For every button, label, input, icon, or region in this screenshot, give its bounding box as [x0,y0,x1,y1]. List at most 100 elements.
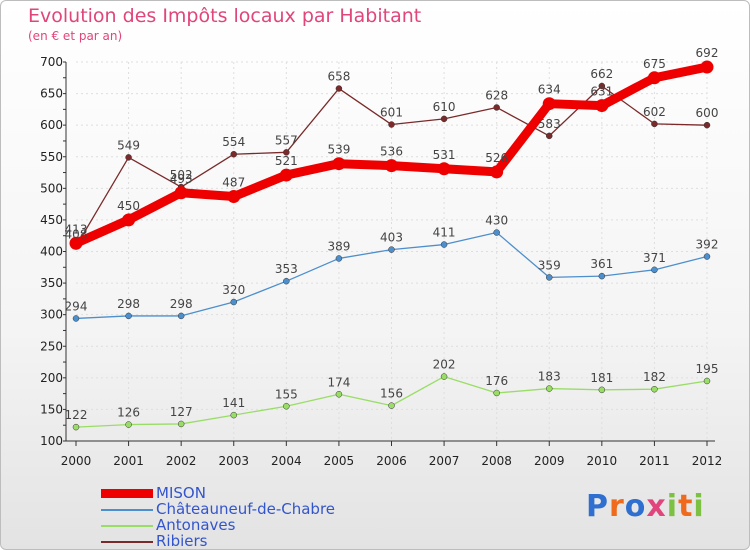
data-label-ribiers: 554 [222,135,245,149]
y-tick-label: 500 [40,181,63,195]
data-point-antonaves [125,421,132,428]
data-label-chateauneuf-de-chabre: 359 [538,258,561,272]
x-tick-label: 2003 [218,454,249,468]
y-tick-label: 350 [40,276,63,290]
data-point-mison [385,159,398,173]
data-label-mison: 526 [485,151,508,165]
y-tick-label: 100 [40,434,63,448]
y-tick-label: 250 [40,339,63,353]
logo-letter: x [646,489,667,524]
data-label-chateauneuf-de-chabre: 320 [222,283,245,297]
data-point-ribiers [651,120,658,128]
data-label-antonaves: 127 [170,405,193,419]
data-label-chateauneuf-de-chabre: 298 [117,297,140,311]
legend-label: Ribiers [156,532,208,550]
line-chart: 100 150 200 250 300 350 400 450 500 550 600 650 700 2… [40,46,723,468]
data-point-antonaves [230,411,237,419]
legend-label: Châteauneuf-de-Chabre [156,500,336,518]
data-label-antonaves: 122 [65,408,88,422]
data-point-mison [332,157,346,171]
y-tick-label: 700 [40,55,63,69]
data-label-ribiers: 549 [117,138,140,152]
data-point-antonaves [177,420,185,428]
data-label-ribiers: 628 [485,88,508,102]
y-tick-label: 400 [40,245,63,259]
data-label-chateauneuf-de-chabre: 411 [433,226,456,240]
data-label-ribiers: 557 [275,133,298,147]
y-tick-label: 650 [40,87,63,101]
x-tick-label: 2004 [271,454,302,468]
y-tick-label: 550 [40,150,63,164]
proxiti-logo: Proxiti [586,489,705,524]
data-label-antonaves: 176 [485,374,508,388]
data-label-antonaves: 182 [643,370,666,384]
data-point-chateauneuf-de-chabre [598,272,606,280]
legend: MISON Châteauneuf-de-Chabre Antonaves Ribie… [101,484,401,550]
x-tick-label: 2006 [376,454,407,468]
data-point-antonaves [72,423,80,431]
legend-swatch [101,541,153,543]
data-point-chateauneuf-de-chabre [177,312,185,320]
data-point-mison [69,236,83,250]
data-point-ribiers [388,121,395,128]
data-label-ribiers: 658 [327,70,350,84]
data-label-ribiers: 600 [696,106,719,120]
data-label-antonaves: 195 [696,362,719,376]
x-tick-label: 2008 [481,454,512,468]
data-label-ribiers: 610 [433,100,456,114]
data-point-chateauneuf-de-chabre [388,246,395,253]
data-point-ribiers [125,154,132,161]
data-label-ribiers: 602 [643,105,666,119]
data-point-antonaves [546,385,553,392]
data-point-chateauneuf-de-chabre [72,315,80,322]
data-label-chateauneuf-de-chabre: 298 [170,297,193,311]
data-label-ribiers: 408 [65,227,88,241]
data-point-antonaves [440,373,448,380]
data-label-ribiers: 502 [170,168,193,182]
data-point-mison [700,60,714,74]
data-label-chateauneuf-de-chabre: 361 [590,257,613,271]
x-tick-label: 2012 [692,454,723,468]
data-point-antonaves [388,402,395,409]
data-point-mison [437,162,451,176]
data-point-mison [227,190,241,204]
data-label-chateauneuf-de-chabre: 371 [643,251,666,265]
data-label-mison: 531 [433,148,456,162]
x-tick-label: 2005 [324,454,355,468]
data-label-mison: 634 [538,83,561,97]
data-label-chateauneuf-de-chabre: 353 [275,262,298,276]
data-label-mison: 493 [170,172,193,186]
data-point-chateauneuf-de-chabre [283,277,290,285]
data-label-mison: 413 [65,222,88,236]
data-point-chateauneuf-de-chabre [125,312,132,320]
data-point-antonaves [598,386,606,394]
data-point-ribiers [335,85,343,92]
data-point-chateauneuf-de-chabre [440,241,448,248]
x-tick-label: 2000 [61,454,92,468]
legend-swatch [101,489,153,498]
data-label-chateauneuf-de-chabre: 294 [65,299,88,313]
data-label-antonaves: 156 [380,387,403,401]
data-point-antonaves [703,377,711,385]
data-point-ribiers [703,121,711,129]
data-label-antonaves: 141 [222,396,245,410]
data-label-ribiers: 601 [380,106,403,120]
legend-label: Antonaves [156,516,236,534]
data-point-ribiers [598,82,606,90]
data-label-ribiers: 583 [538,117,561,131]
x-tick-label: 2007 [429,454,460,468]
x-tick-label: 2010 [587,454,618,468]
data-point-ribiers [493,104,500,111]
x-tick-label: 2009 [534,454,565,468]
x-tick-label: 2002 [166,454,197,468]
data-point-chateauneuf-de-chabre [230,298,237,306]
y-tick-label: 200 [40,371,63,385]
logo-letter: r [609,489,625,524]
data-point-ribiers [546,132,553,140]
logo-letter: i [666,489,679,524]
data-label-antonaves: 183 [538,370,561,384]
data-point-ribiers [440,115,448,123]
data-label-mison: 675 [643,57,666,71]
logo-letter: P [586,489,609,524]
